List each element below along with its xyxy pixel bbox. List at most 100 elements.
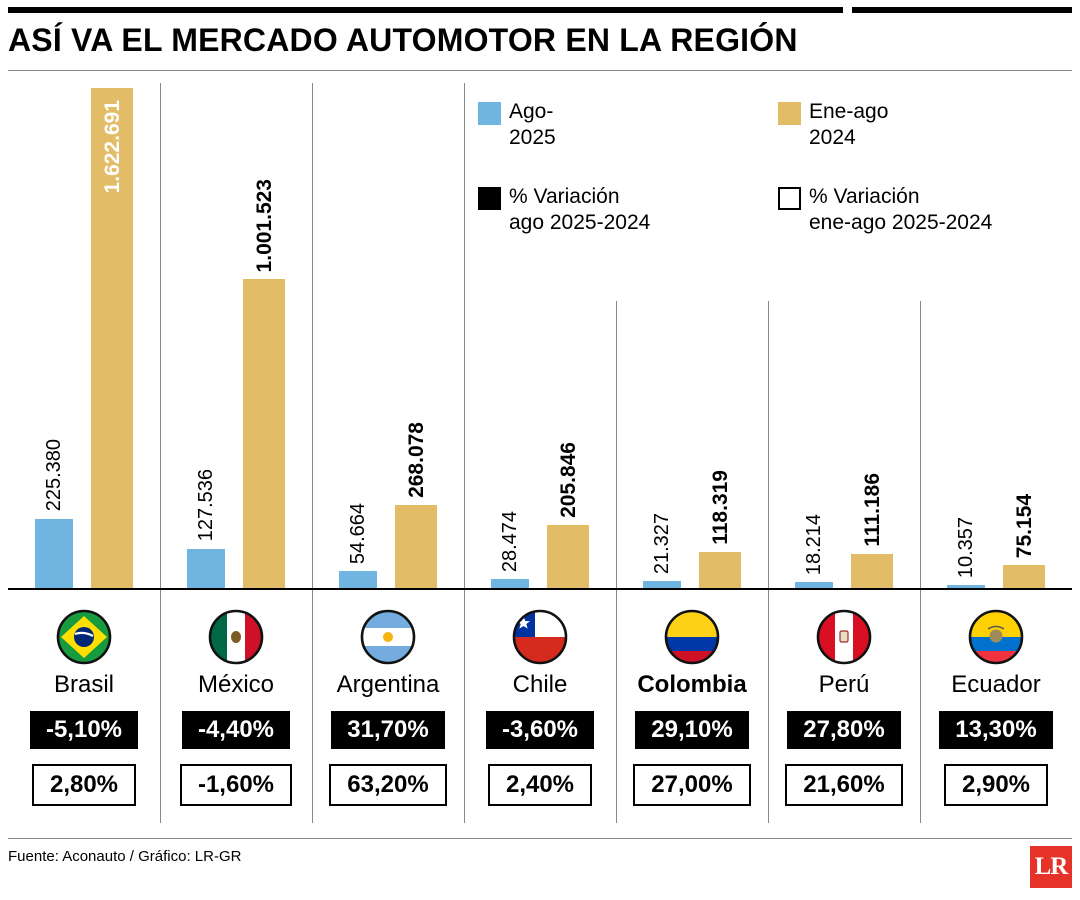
variation-ene-ago-badge: 21,60%: [785, 763, 903, 806]
legend-swatch-white: [778, 186, 801, 210]
legend-item-variacion-ago: % Variación ago 2025-2024: [478, 184, 778, 237]
bar-ago-2025: [187, 548, 225, 588]
legend-item-variacion-ene-ago: % Variación ene-ago 2025-2024: [778, 184, 992, 237]
country-columns: 225.380 1.622.691 Brasil -5,10% 2,80%: [8, 83, 1072, 823]
country-name: Perú: [818, 671, 870, 698]
legend-swatch-blue: [478, 102, 501, 125]
colombia-flag-icon: [664, 609, 720, 665]
country-column-argentina: 54.664 268.078 Argentina 31,70% 63,20%: [312, 83, 464, 823]
chart-baseline: [8, 588, 1072, 590]
country-column-peru: 18.214 111.186 Perú 27,80% 21,60%: [768, 83, 920, 823]
legend-label: Ene-ago 2024: [809, 100, 889, 150]
bar-value-ago-2025: 10.357: [955, 516, 977, 578]
country-column-colombia: 21.327 118.319 Colombia 29,10% 27,00%: [616, 83, 768, 823]
footer-divider: [8, 838, 1072, 839]
bar-ene-ago-2024: [243, 279, 285, 588]
legend-swatch-black: [478, 186, 501, 210]
peru-flag-icon: [816, 609, 872, 665]
variation-ene-ago-badge: 2,40%: [487, 763, 593, 806]
country-column-mexico: 127.536 1.001.523 México -4,40% -1,60%: [160, 83, 312, 823]
column-divider: [615, 301, 617, 823]
bar-pair: 54.664 268.078: [312, 83, 464, 588]
variation-ago-badge: -3,60%: [485, 710, 595, 749]
bar-value-ene-ago-2024: 111.186: [860, 473, 884, 547]
legend-label: % Variación ene-ago 2025-2024: [809, 184, 993, 234]
bar-pair: 28.474 205.846: [464, 83, 616, 588]
bar-ago-2025: [947, 584, 985, 588]
title-divider: [8, 70, 1072, 71]
country-name: México: [197, 671, 275, 698]
column-divider: [311, 83, 313, 823]
bar-pair: 21.327 118.319: [616, 83, 768, 588]
page-title: ASÍ VA EL MERCADO AUTOMOTOR EN LA REGIÓN: [8, 22, 798, 58]
legend-item-ene-ago-2024: Ene-ago 2024: [778, 99, 992, 152]
bar-value-ago-2025: 225.380: [43, 439, 65, 512]
country-name: Colombia: [637, 671, 747, 698]
bar-value-ago-2025: 21.327: [651, 513, 673, 575]
bar-value-ene-ago-2024: 205.846: [556, 441, 580, 518]
bar-pair: 10.357 75.154: [920, 83, 1072, 588]
bar-pair: 127.536 1.001.523: [160, 83, 312, 588]
bar-value-ago-2025: 28.474: [499, 511, 521, 573]
bar-ago-2025: [491, 579, 529, 588]
footer: Fuente: Aconauto / Gráfico: LR-GR LR: [8, 846, 1072, 888]
variation-ago-badge: 29,10%: [635, 710, 749, 749]
legend-item-ago-2025: Ago- 2025: [478, 99, 778, 152]
lr-logo: LR: [1030, 846, 1072, 888]
bar-value-ene-ago-2024: 118.319: [708, 469, 732, 545]
bar-value-ene-ago-2024: 268.078: [404, 422, 428, 499]
mexico-flag-icon: [208, 609, 264, 665]
variation-ene-ago-badge: -1,60%: [179, 763, 293, 806]
bar-ago-2025: [35, 518, 73, 588]
country-name: Brasil: [53, 671, 114, 698]
source-credit: Fuente: Aconauto / Gráfico: LR-GR: [8, 848, 242, 865]
bar-ago-2025: [339, 571, 377, 588]
variation-ene-ago-badge: 27,00%: [633, 763, 751, 806]
bar-value-ene-ago-2024: 1.001.523: [252, 178, 276, 273]
variation-ago-badge: 31,70%: [331, 710, 445, 749]
column-divider: [767, 301, 769, 823]
country-column-brasil: 225.380 1.622.691 Brasil -5,10% 2,80%: [8, 83, 160, 823]
bar-value-ago-2025: 18.214: [803, 514, 825, 576]
top-rule-short: [852, 7, 1072, 13]
variation-ago-badge: 27,80%: [787, 710, 901, 749]
bar-ene-ago-2024: [1003, 564, 1045, 588]
bar-value-ago-2025: 54.664: [347, 503, 369, 565]
bar-ene-ago-2024: [547, 524, 589, 588]
country-name: Argentina: [336, 671, 440, 698]
legend-label: Ago- 2025: [509, 100, 556, 150]
column-divider: [463, 83, 465, 823]
bar-ene-ago-2024: [699, 551, 741, 588]
bar-value-ago-2025: 127.536: [195, 469, 217, 542]
chile-flag-icon: [512, 609, 568, 665]
top-rule-long: [8, 7, 844, 13]
bar-ago-2025: [643, 581, 681, 588]
bar-chart: Ago- 2025 Ene-ago 2024 % Variación ago 2025…: [8, 83, 1072, 823]
country-column-ecuador: 10.357 75.154 Ecuador 13,30% 2,90%: [920, 83, 1072, 823]
variation-ene-ago-badge: 2,90%: [943, 763, 1049, 806]
chart-legend: Ago- 2025 Ene-ago 2024 % Variación ago 2025…: [478, 99, 992, 236]
column-divider: [159, 83, 161, 823]
bar-value-ene-ago-2024: 1.622.691: [100, 100, 124, 194]
column-divider: [919, 301, 921, 823]
variation-ago-badge: -4,40%: [181, 710, 291, 749]
variation-ene-ago-badge: 63,20%: [329, 763, 447, 806]
bar-ene-ago-2024: [851, 553, 893, 588]
bar-ago-2025: [795, 582, 833, 588]
bar-value-ene-ago-2024: 75.154: [1012, 493, 1036, 558]
country-name: Chile: [512, 671, 568, 698]
bar-pair: 18.214 111.186: [768, 83, 920, 588]
variation-ago-badge: -5,10%: [29, 710, 139, 749]
bar-ene-ago-2024: [395, 505, 437, 588]
argentina-flag-icon: [360, 609, 416, 665]
brasil-flag-icon: [56, 609, 112, 665]
variation-ene-ago-badge: 2,80%: [31, 763, 137, 806]
ecuador-flag-icon: [968, 609, 1024, 665]
top-rule: [8, 0, 1072, 13]
country-column-chile: 28.474 205.846 Chile -3,60% 2,40%: [464, 83, 616, 823]
legend-swatch-yellow: [778, 102, 801, 125]
bar-pair: 225.380 1.622.691: [8, 83, 160, 588]
country-name: Ecuador: [951, 671, 1041, 698]
legend-label: % Variación ago 2025-2024: [509, 184, 651, 234]
